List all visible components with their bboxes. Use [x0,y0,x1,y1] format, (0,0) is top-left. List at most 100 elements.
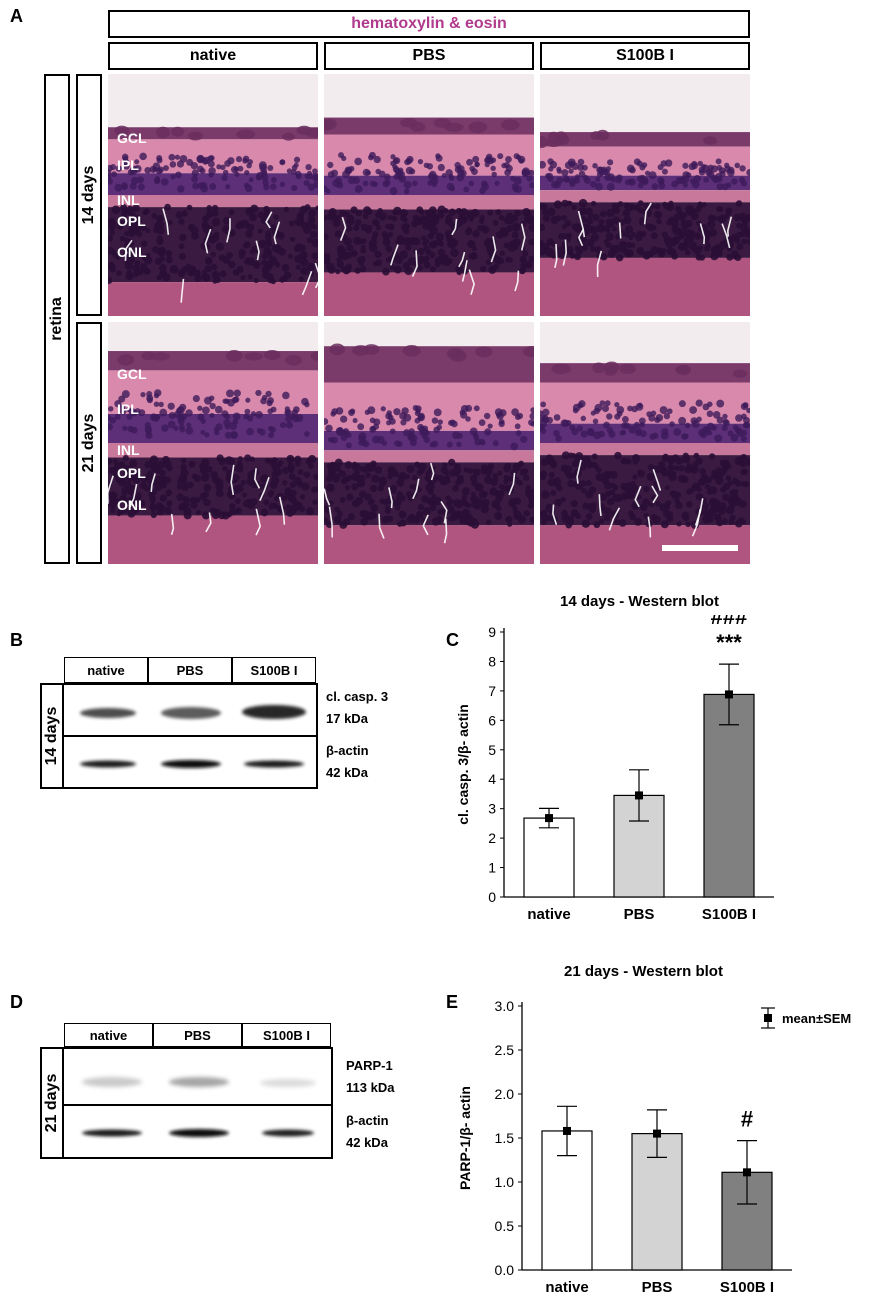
blot-b-band2-name: β-actin [326,743,369,758]
column-header-native-label: native [189,47,237,64]
y-tick-label: 8 [488,653,496,669]
mean-marker [653,1129,661,1138]
y-tick-label: 4 [488,771,496,787]
blot-b-band1-name: cl. casp. 3 [326,689,389,704]
chart-c: 0 1 2 3 4 5 6 7 8 9 cl. casp. 3/β- actin native PBS S… [455,615,774,923]
layer-label-opl-21d: OPL [117,465,146,481]
layer-label-ipl-14d: IPL [117,157,139,173]
layer-label-gcl-14d: GCL [117,130,147,146]
y-tick-label: 0 [488,889,496,905]
y-tick-label: 2 [488,830,496,846]
legend-label: mean±SEM [782,1011,851,1026]
layer-label-onl-14d: ONL [117,244,147,260]
y-tick-label: 3 [488,801,496,817]
row-label-box-14d: 14 days [76,74,102,316]
category-label: PBS [642,1279,673,1295]
mean-marker [635,791,643,800]
y-tick-label: 9 [488,624,496,640]
y-tick-label: 1.5 [495,1130,515,1146]
column-header-native: native [108,42,318,70]
blot-d-lane-native: native [64,1023,153,1047]
category-label: PBS [624,906,655,923]
blot-b-timepoint: 14 days [43,706,60,766]
significance-annotation: # [741,1107,753,1132]
blot-d-band2-label: β-actin 42 kDa [346,1110,389,1154]
y-tick-label: 6 [488,712,496,728]
blot-d-timepoint: 21 days [43,1073,60,1133]
significance-annotation: ### [711,615,748,629]
stain-title: hematoxylin & eosin [351,15,507,32]
blot-b-band1-label: cl. casp. 3 17 kDa [326,686,388,730]
layer-label-onl-21d: ONL [117,497,147,513]
category-label: native [527,906,570,923]
y-tick-label: 3.0 [495,998,515,1014]
blot-d-lane-s100b: S100B I [242,1023,331,1047]
blot-b-divider [64,735,316,737]
band-actin-d-s100b [262,1129,314,1137]
band-actin-b-native [80,760,136,768]
y-axis-label: cl. casp. 3/β- actin [455,704,471,825]
category-label: S100B I [720,1279,774,1295]
micrograph-s100b-21d [540,322,750,564]
y-tick-label: 1 [488,860,496,876]
micrograph-pbs-21d [324,322,534,564]
blot-d-band1-name: PARP-1 [346,1058,393,1073]
blot-d-bands [82,1077,316,1137]
y-tick-label: 0.0 [495,1262,515,1278]
blot-b-lane-pbs-label: PBS [176,662,204,678]
blot-d-lane-pbs: PBS [153,1023,242,1047]
stain-title-box: hematoxylin & eosin [108,10,750,38]
blot-d-membrane [62,1047,333,1159]
band-actin-d-native [82,1129,142,1137]
micrograph-pbs-14d [324,74,534,316]
layer-label-ipl-21d: IPL [117,401,139,417]
blot-d-band2-name: β-actin [346,1113,389,1128]
micrograph-s100b-14d [540,74,750,316]
blot-b-lane-native-label: native [87,662,125,678]
y-tick-label: 0.5 [495,1218,515,1234]
row-label-21d: 21 days [80,413,97,473]
category-label: S100B I [702,906,756,923]
micrograph-native-14d [108,74,318,316]
y-tick-label: 2.5 [495,1042,515,1058]
significance-annotation: *** [716,630,742,655]
layer-label-inl-14d: INL [117,192,140,208]
band-casp3-s100b [242,705,306,719]
y-tick-label: 2.0 [495,1086,515,1102]
chart-e-title: 21 days - Western blot [564,963,723,980]
blot-d-lane-s100b-label: S100B I [263,1027,310,1043]
column-header-pbs: PBS [324,42,534,70]
band-parp1-native [82,1077,142,1087]
blot-b-band2-size: 42 kDa [326,765,368,780]
band-casp3-native [80,708,136,718]
micrograph-native-21d [108,322,318,564]
tissue-label-box: retina [44,74,70,564]
blot-d-band1-size: 113 kDa [346,1080,395,1095]
band-actin-b-pbs [161,760,221,768]
column-header-s100b-label: S100B I [616,47,674,64]
blot-d-lane-pbs-label: PBS [184,1027,211,1043]
legend-marker [764,1014,772,1022]
layer-label-inl-21d: INL [117,442,140,458]
band-parp1-pbs [169,1077,229,1087]
blot-d-band1-label: PARP-1 113 kDa [346,1055,394,1099]
mean-marker [563,1126,571,1135]
band-actin-d-pbs [169,1129,229,1137]
mean-marker [743,1168,751,1177]
y-axis-label: PARP-1/β- actin [457,1086,473,1190]
y-tick-label: 5 [488,742,496,758]
blot-d-timepoint-box: 21 days [40,1047,64,1159]
blot-b-timepoint-box: 14 days [40,683,64,789]
bar [523,817,575,898]
scale-bar [662,545,738,551]
blot-d-band2-size: 42 kDa [346,1135,388,1150]
y-tick-label: 1.0 [495,1174,515,1190]
row-label-box-21d: 21 days [76,322,102,564]
blot-b-bands [80,705,306,768]
blot-d-lane-native-label: native [89,1027,128,1043]
blot-b-lane-s100b-label: S100B I [250,662,298,678]
band-parp1-s100b [260,1079,316,1087]
mean-marker [725,690,733,699]
chart-c-title: 14 days - Western blot [560,593,719,610]
band-casp3-pbs [161,707,221,719]
